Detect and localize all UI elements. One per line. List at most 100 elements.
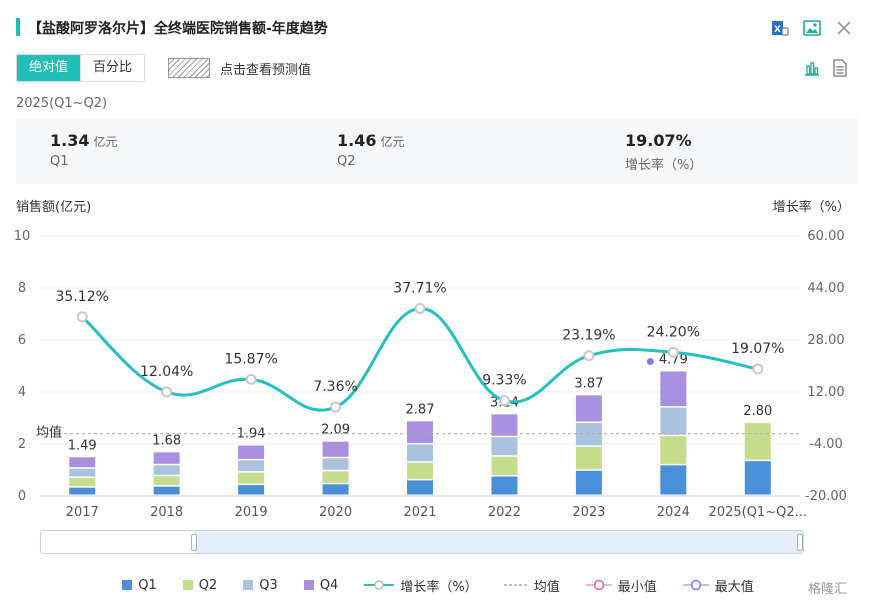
max-marker — [646, 357, 654, 365]
growth-label: 24.20% — [647, 324, 700, 340]
forecast-hatch-swatch[interactable] — [168, 58, 210, 78]
excel-export-icon[interactable]: X — [770, 18, 790, 38]
growth-point — [161, 386, 173, 398]
y-tick-right: -4.00 — [809, 437, 843, 452]
bar-segment-q4 — [238, 445, 265, 459]
summary-label: 增长率（%） — [625, 158, 703, 173]
y-tick-left: 0 — [18, 489, 26, 504]
legend-label: Q1 — [138, 577, 157, 593]
summary-unit: 亿元 — [93, 135, 118, 149]
legend-avg[interactable]: 均值 — [503, 576, 560, 595]
percent-tab[interactable]: 百分比 — [80, 55, 145, 81]
bar-segment-q1 — [744, 461, 771, 495]
range-selection[interactable] — [194, 531, 803, 553]
x-tick-label: 2019 — [235, 505, 268, 520]
period-label: 2025(Q1~Q2) — [16, 96, 108, 111]
legend-swatch — [122, 580, 133, 590]
y-tick-right: -20.00 — [805, 489, 847, 504]
growth-label: 12.04% — [140, 364, 193, 380]
x-tick-label: 2018 — [150, 505, 183, 520]
forecast-link[interactable]: 点击查看预测值 — [220, 63, 312, 78]
x-tick-label: 2025(Q1~Q2... — [709, 505, 807, 520]
x-tick-label: 2022 — [488, 505, 521, 520]
growth-label: 7.36% — [313, 379, 357, 395]
legend-dash-marker — [503, 584, 528, 586]
legend-max[interactable]: 最大值 — [682, 576, 754, 595]
growth-label: 35.12% — [56, 289, 109, 305]
legend-q2[interactable]: Q2 — [182, 577, 218, 593]
growth-point — [76, 311, 88, 323]
growth-point — [752, 363, 764, 375]
bar-segment-q3 — [660, 407, 687, 435]
summary-label: Q1 — [50, 154, 69, 169]
legend-q1[interactable]: Q1 — [122, 578, 157, 593]
absolute-tab[interactable]: 绝对值 — [17, 55, 81, 81]
bar-total-label: 2.09 — [321, 423, 350, 438]
range-handle-left[interactable] — [191, 534, 197, 551]
bar-segment-q2 — [744, 423, 771, 460]
legend-swatch — [243, 580, 254, 590]
left-axis-title: 销售额(亿元) — [16, 200, 92, 215]
bar-segment-q2 — [575, 446, 602, 470]
bar-segment-q3 — [69, 468, 96, 477]
legend-circle-marker — [585, 579, 612, 591]
bar-segment-q1 — [407, 480, 433, 495]
growth-label: 23.19% — [562, 328, 615, 344]
bar-segment-q3 — [153, 465, 180, 475]
legend-q4[interactable]: Q4 — [303, 578, 338, 593]
data-table-icon[interactable] — [830, 58, 850, 78]
bar-total-label: 4.79 — [659, 352, 688, 367]
bar-total-label: 2.80 — [743, 404, 772, 419]
legend-label: Q3 — [259, 577, 278, 593]
title-accent-bar — [16, 18, 20, 36]
legend-label: 最大值 — [714, 579, 754, 595]
bar-total-label: 1.49 — [68, 438, 97, 453]
chart-title: 【盐酸阿罗洛尔片】全终端医院销售额-年度趋势 — [28, 21, 328, 37]
bar-segment-q3 — [491, 437, 518, 456]
bar-segment-q4 — [69, 457, 96, 468]
x-tick-label: 2024 — [657, 505, 690, 520]
x-tick-label: 2021 — [403, 505, 436, 520]
legend-label: 最小值 — [617, 579, 657, 595]
summary-panel: 1.34 亿元 Q1 1.46 亿元 Q2 19.07% 增长率（%） — [16, 118, 858, 184]
y-tick-right: 60.00 — [807, 229, 844, 244]
growth-label: 19.07% — [731, 341, 784, 357]
bar-segment-q1 — [660, 465, 687, 495]
x-tick-label: 2017 — [66, 505, 99, 520]
close-icon[interactable] — [834, 18, 854, 38]
legend-q3[interactable]: Q3 — [243, 578, 278, 593]
right-axis-title: 增长率（%） — [772, 200, 850, 215]
bar-segment-q4 — [575, 395, 602, 422]
y-tick-left: 10 — [14, 229, 31, 244]
chart-legend: Q1 Q2 Q3 Q4 增长率（%） 均值 最小值 最大值 — [0, 574, 876, 596]
growth-point — [330, 401, 342, 413]
legend-label: Q2 — [198, 577, 218, 593]
bar-segment-q4 — [322, 441, 349, 457]
growth-label: 9.33% — [482, 373, 526, 389]
growth-point — [583, 350, 595, 362]
average-label: 均值 — [36, 425, 62, 441]
range-slider[interactable] — [40, 530, 804, 554]
y-tick-right: 28.00 — [807, 333, 844, 348]
bar-segment-q3 — [575, 422, 602, 446]
range-handle-right[interactable] — [797, 534, 803, 551]
bar-segment-q4 — [491, 414, 518, 436]
bar-segment-q4 — [407, 421, 433, 444]
image-export-icon[interactable] — [802, 18, 822, 38]
legend-growth[interactable]: 增长率（%） — [364, 576, 478, 595]
bar-segment-q1 — [575, 470, 602, 495]
bar-chart-icon[interactable] — [802, 58, 822, 78]
growth-point — [245, 373, 257, 385]
y-tick-left: 6 — [18, 333, 26, 348]
value-mode-toggle: 绝对值 百分比 — [16, 54, 146, 82]
bar-segment-q2 — [491, 456, 518, 475]
legend-min[interactable]: 最小值 — [585, 576, 657, 595]
svg-text:X: X — [774, 25, 781, 35]
bar-segment-q1 — [153, 486, 180, 495]
bar-segment-q3 — [238, 460, 265, 472]
summary-growth: 19.07% 增长率（%） — [625, 131, 702, 173]
bar-segment-q1 — [69, 487, 96, 495]
legend-label: 增长率（%） — [400, 579, 478, 595]
sales-trend-chart: 0 -20.00 2 -4.00 4 12.00 6 28.00 8 44.00 10 60.00 1.… — [14, 229, 847, 520]
summary-value: 1.34 — [50, 131, 90, 150]
